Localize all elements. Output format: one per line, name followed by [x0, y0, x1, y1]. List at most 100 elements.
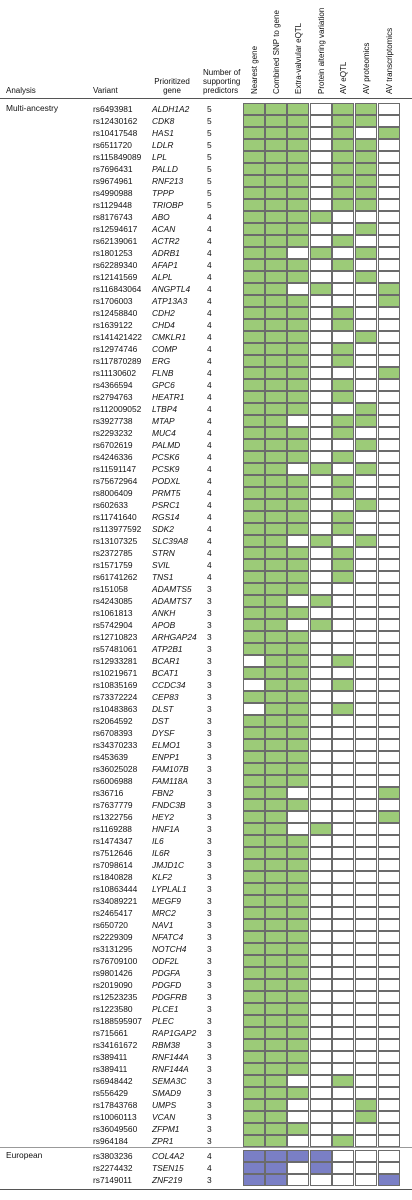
predictor-cell — [310, 295, 332, 307]
gene-cell: FNDC3B — [152, 799, 186, 810]
predictor-cell — [355, 295, 377, 307]
predictor-cell — [243, 487, 265, 499]
predictor-cell — [378, 223, 400, 235]
predictor-cell — [332, 739, 354, 751]
variant-cell: rs5742904 — [93, 619, 133, 630]
predictor-cell — [332, 919, 354, 931]
predictor-cell — [287, 199, 309, 211]
table-top-rule — [0, 98, 412, 99]
gene-cell: FAM118A — [152, 775, 188, 786]
header-prioritized-gene: Prioritized gene — [154, 77, 190, 95]
variant-cell: rs3927738 — [93, 415, 133, 426]
predictor-cell — [265, 403, 287, 415]
count-cell: 3 — [207, 799, 212, 810]
predictor-cell — [355, 259, 377, 271]
predictor-cell — [310, 367, 332, 379]
predictor-cell — [310, 523, 332, 535]
predictor-cell — [265, 655, 287, 667]
predictor-cell — [378, 295, 400, 307]
predictor-cell — [355, 103, 377, 115]
predictor-cell — [355, 751, 377, 763]
predictor-cell — [265, 751, 287, 763]
predictor-cell — [310, 439, 332, 451]
variant-cell: rs34089221 — [93, 895, 138, 906]
predictor-cell — [355, 247, 377, 259]
gene-cell: CDK8 — [152, 115, 175, 126]
predictor-cell — [287, 415, 309, 427]
predictor-cell — [355, 919, 377, 931]
predictor-cell — [310, 343, 332, 355]
predictor-cell — [287, 1015, 309, 1027]
predictor-cell — [355, 607, 377, 619]
predictor-cell — [310, 787, 332, 799]
predictor-cell — [287, 775, 309, 787]
variant-cell: rs34370233 — [93, 739, 138, 750]
predictor-cell — [243, 667, 265, 679]
predictor-cell — [243, 835, 265, 847]
predictor-cell — [243, 979, 265, 991]
variant-cell: rs12710823 — [93, 631, 138, 642]
predictor-cell — [355, 1027, 377, 1039]
predictor-cell — [310, 1111, 332, 1123]
predictor-cell — [310, 595, 332, 607]
gene-cell: MUC4 — [152, 427, 176, 438]
predictor-cell — [310, 799, 332, 811]
predictor-cell — [287, 763, 309, 775]
predictor-cell — [355, 1099, 377, 1111]
count-cell: 4 — [207, 259, 212, 270]
predictor-cell — [287, 1051, 309, 1063]
gene-cell: HNF1A — [152, 823, 180, 834]
count-cell: 4 — [207, 283, 212, 294]
predictor-cell — [378, 115, 400, 127]
predictor-cell — [332, 1174, 354, 1186]
predictor-cell — [332, 475, 354, 487]
count-cell: 5 — [207, 163, 212, 174]
predictor-cell — [378, 787, 400, 799]
predictor-cell — [355, 823, 377, 835]
predictor-cell — [332, 199, 354, 211]
predictor-cell — [265, 271, 287, 283]
predictor-cell — [287, 439, 309, 451]
gene-cell: PDGFA — [152, 967, 181, 978]
predictor-cell — [287, 1174, 309, 1186]
gene-cell: COL4A2 — [152, 1150, 185, 1161]
predictor-cell — [265, 715, 287, 727]
count-cell: 3 — [207, 955, 212, 966]
predictor-cell — [332, 679, 354, 691]
count-cell: 4 — [207, 223, 212, 234]
predictor-cell — [355, 943, 377, 955]
predictor-cell — [378, 259, 400, 271]
predictor-cell — [265, 631, 287, 643]
predictor-cell — [355, 883, 377, 895]
gene-cell: ATP13A3 — [152, 295, 188, 306]
gene-cell: RAP1GAP2 — [152, 1027, 197, 1038]
predictor-cell — [378, 199, 400, 211]
predictor-cell — [243, 499, 265, 511]
variant-cell: rs4246336 — [93, 451, 133, 462]
variant-cell: rs76709100 — [93, 955, 138, 966]
variant-cell: rs7696431 — [93, 163, 133, 174]
predictor-cell — [243, 103, 265, 115]
predictor-cell — [287, 391, 309, 403]
predictor-cell — [355, 379, 377, 391]
variant-cell: rs964184 — [93, 1135, 128, 1146]
predictor-cell — [355, 391, 377, 403]
predictor-cell — [310, 991, 332, 1003]
count-cell: 3 — [207, 655, 212, 666]
predictor-cell — [355, 811, 377, 823]
predictor-cell — [265, 907, 287, 919]
predictor-cell — [265, 1063, 287, 1075]
predictor-cell — [265, 175, 287, 187]
predictor-cell — [287, 1150, 309, 1162]
variant-cell: rs112009052 — [93, 403, 142, 414]
variant-cell: rs2293232 — [93, 427, 133, 438]
predictor-cell — [243, 1099, 265, 1111]
predictor-cell — [287, 475, 309, 487]
predictor-cell — [332, 139, 354, 151]
predictor-cell — [332, 499, 354, 511]
predictor-cell — [287, 139, 309, 151]
gene-cell: JMJD1C — [152, 859, 185, 870]
predictor-cell — [355, 1015, 377, 1027]
predictor-cell — [243, 571, 265, 583]
predictor-cell — [355, 1087, 377, 1099]
